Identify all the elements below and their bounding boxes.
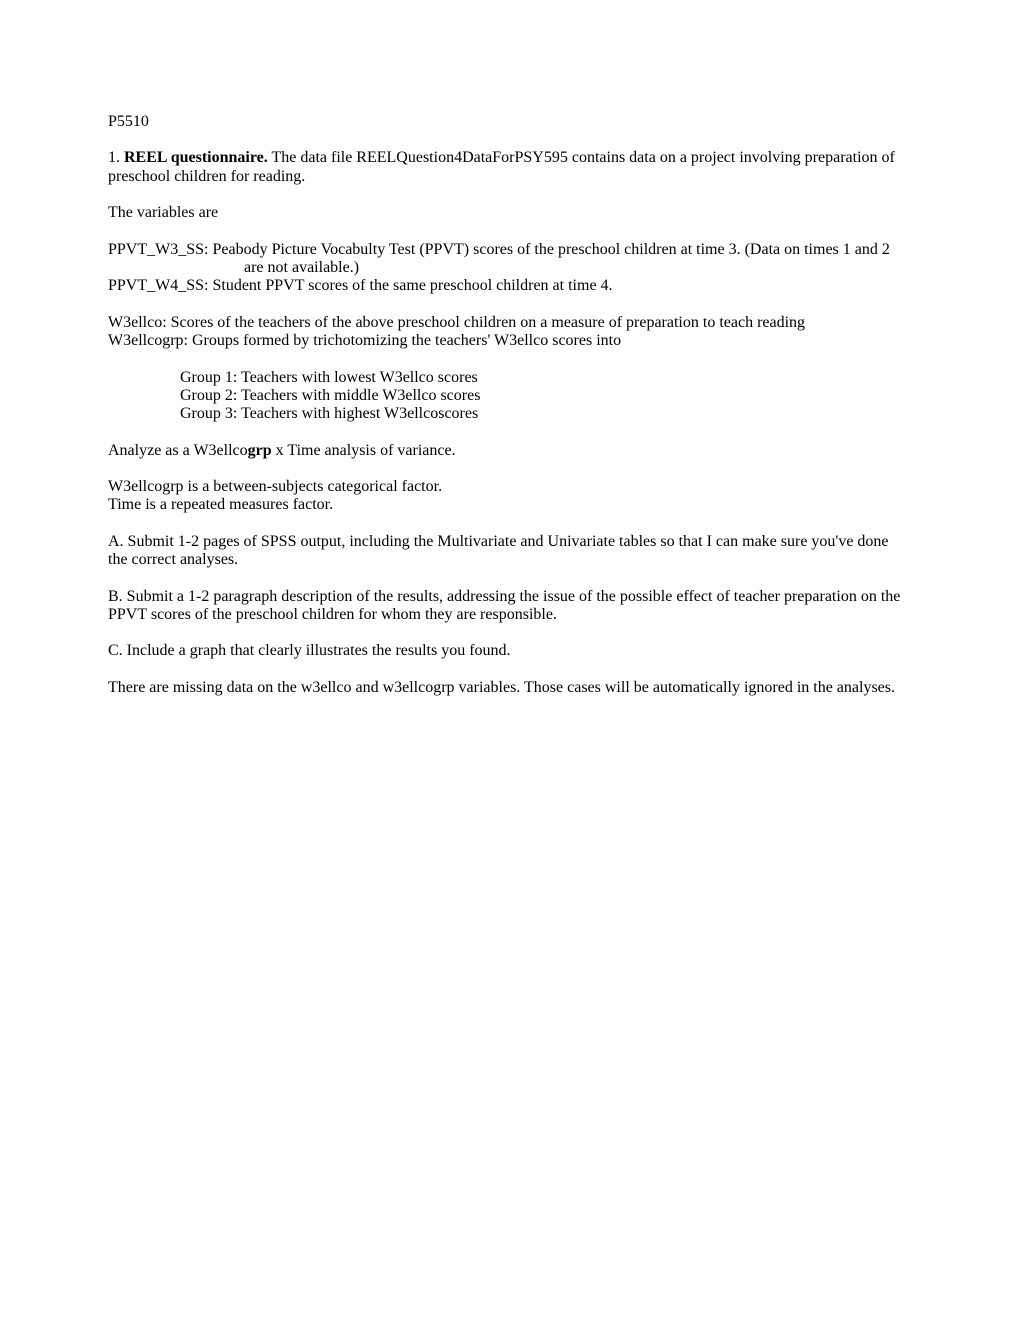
group-3: Group 3: Teachers with highest W3ellcosc… — [108, 405, 908, 423]
var2-desc: Student PPVT scores of the same preschoo… — [212, 277, 612, 294]
analyze-pre: Analyze as a W3ellco — [108, 442, 248, 459]
analyze-post: x Time analysis of variance. — [272, 442, 456, 459]
part-b: B. Submit a 1-2 paragraph description of… — [108, 588, 908, 625]
var1-desc: Peabody Picture Vocabulty Test (PPVT) sc… — [212, 241, 889, 276]
analyze-bold: grp — [248, 442, 272, 459]
group-1: Group 1: Teachers with lowest W3ellco sc… — [108, 369, 908, 387]
variable-definitions-block-2: W3ellco: Scores of the teachers of the a… — [108, 314, 908, 351]
var-w3ellco: W3ellco: Scores of the teachers of the a… — [108, 314, 908, 332]
var4-label: W3ellcogrp: — [108, 332, 192, 349]
repeated-factor: Time is a repeated measures factor. — [108, 496, 908, 514]
question-1-intro: 1. REEL questionnaire. The data file REE… — [108, 149, 908, 186]
document-page: P5510 1. REEL questionnaire. The data fi… — [0, 0, 1020, 697]
q1-title: REEL questionnaire. — [124, 149, 268, 166]
part-a: A. Submit 1-2 pages of SPSS output, incl… — [108, 533, 908, 570]
part-c: C. Include a graph that clearly illustra… — [108, 642, 908, 660]
var3-label: W3ellco: — [108, 314, 171, 331]
var1-label: PPVT_W3_SS: — [108, 241, 212, 258]
header-code: P5510 — [108, 113, 908, 131]
var-ppvt-w4: PPVT_W4_SS: Student PPVT scores of the s… — [108, 277, 908, 295]
analyze-instruction: Analyze as a W3ellcogrp x Time analysis … — [108, 442, 908, 460]
var2-label: PPVT_W4_SS: — [108, 277, 212, 294]
var-ppvt-w3: PPVT_W3_SS: Peabody Picture Vocabulty Te… — [108, 241, 908, 278]
var4-desc: Groups formed by trichotomizing the teac… — [192, 332, 621, 349]
group-2: Group 2: Teachers with middle W3ellco sc… — [108, 387, 908, 405]
var-w3ellcogrp: W3ellcogrp: Groups formed by trichotomiz… — [108, 332, 908, 350]
between-factor: W3ellcogrp is a between-subjects categor… — [108, 478, 908, 496]
var3-desc: Scores of the teachers of the above pres… — [171, 314, 805, 331]
q1-number: 1. — [108, 149, 124, 166]
variables-intro: The variables are — [108, 204, 908, 222]
variable-definitions-block-1: PPVT_W3_SS: Peabody Picture Vocabulty Te… — [108, 241, 908, 296]
missing-data-note: There are missing data on the w3ellco an… — [108, 679, 908, 697]
groups-list: Group 1: Teachers with lowest W3ellco sc… — [108, 369, 908, 424]
factors-block: W3ellcogrp is a between-subjects categor… — [108, 478, 908, 515]
